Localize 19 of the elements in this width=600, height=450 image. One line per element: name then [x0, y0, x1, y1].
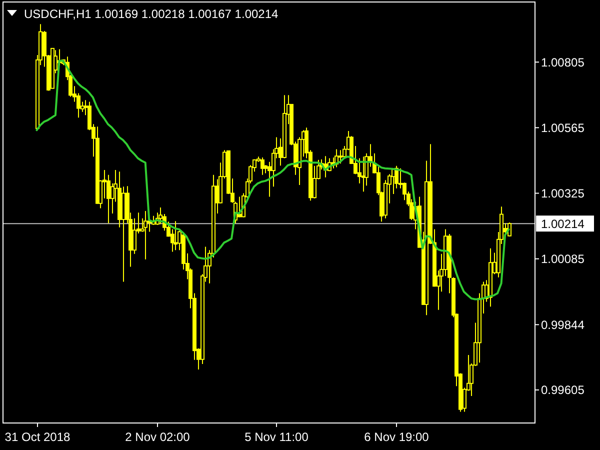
- candlestick: [174, 220, 178, 251]
- x-tick-label: 31 Oct 2018: [4, 430, 71, 444]
- y-tick-label: 1.00805: [541, 55, 585, 70]
- candlestick: [508, 222, 512, 237]
- candlestick: [106, 174, 110, 224]
- x-tick-label: 2 Nov 02:00: [125, 430, 190, 444]
- x-tick-label: 6 Nov 19:00: [364, 430, 430, 444]
- candlestick: [260, 156, 264, 176]
- y-tick-label: 1.00085: [541, 252, 585, 266]
- text: USDCHF,H1 1.00169 1.00218 1.00167 1.00214: [24, 7, 279, 21]
- y-tick-label: 0.99844: [541, 318, 585, 332]
- candlestick: [144, 210, 148, 260]
- y-tick-label: 1.00325: [541, 186, 585, 200]
- ref-line-label: 1.00214: [541, 216, 585, 231]
- y-tick-label: 1.00565: [541, 120, 585, 135]
- y-tick-label: 0.99605: [541, 383, 585, 398]
- x-tick-label: 5 Nov 11:00: [244, 430, 309, 444]
- line-series: [36, 60, 510, 300]
- candlestick: [338, 150, 342, 164]
